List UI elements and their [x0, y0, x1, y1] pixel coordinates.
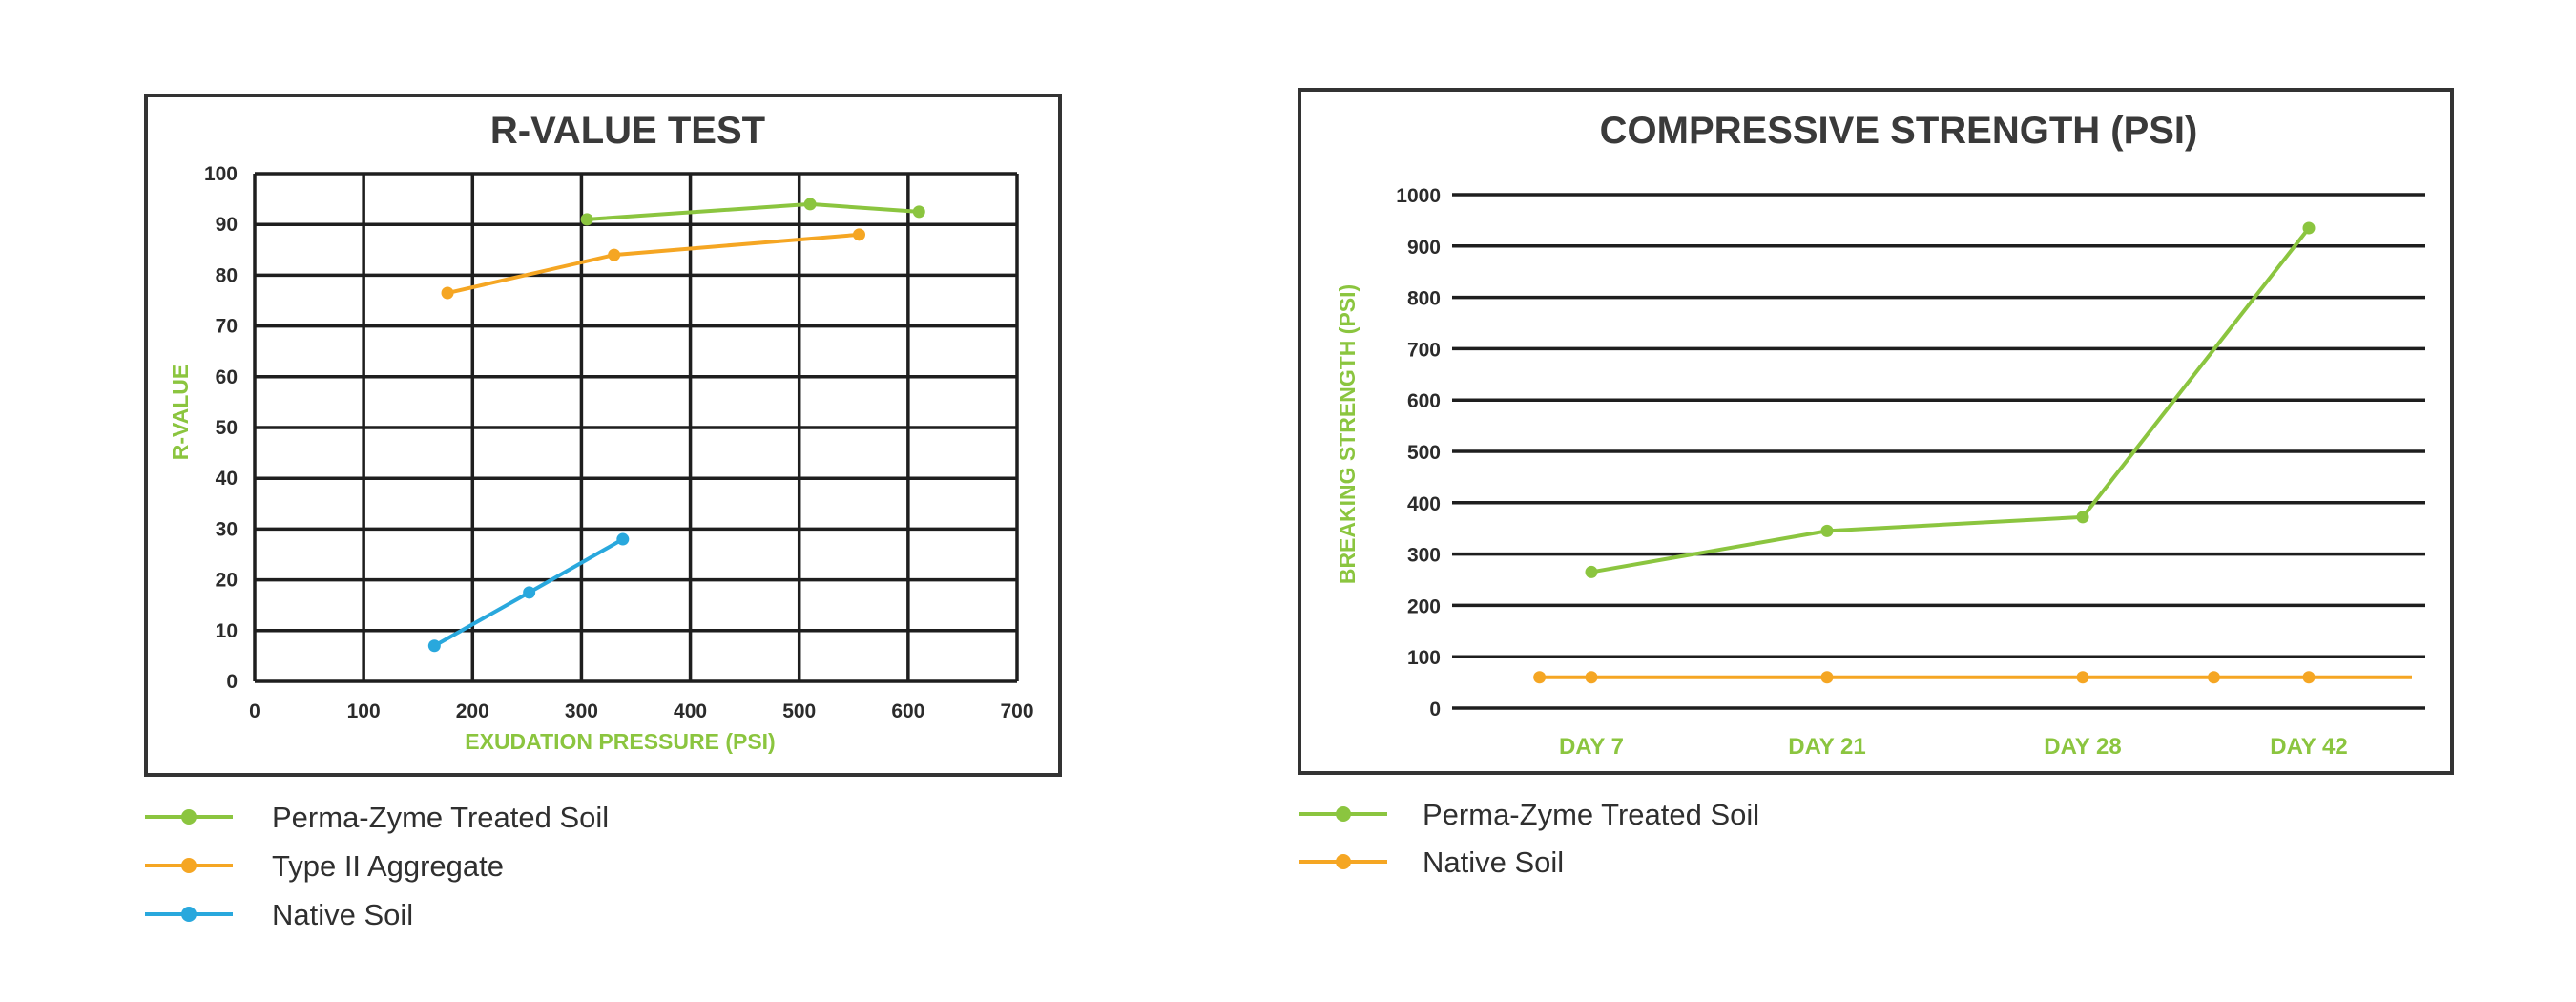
compressive-y-tick-label: 600 — [1407, 390, 1441, 412]
r-value-y-tick-label: 20 — [216, 570, 238, 592]
legend-item-native-soil: Native Soil — [145, 898, 413, 931]
legend-item-perma-zyme-treated-soil: Perma-Zyme Treated Soil — [145, 801, 609, 834]
r-value-chart-frame — [144, 94, 1062, 777]
data-point-type-ii-aggregate — [608, 248, 621, 261]
compressive-category-label: DAY 21 — [1788, 734, 1865, 760]
compressive-x-categories: DAY 7 DAY 21 DAY 28 DAY 42 — [1559, 734, 2348, 760]
compressive-grid — [1452, 193, 2425, 710]
compressive-y-axis-label: BREAKING STRENGTH (PSI) — [1335, 284, 1360, 584]
data-point-native-soil — [523, 586, 536, 599]
compressive-y-ticks: 0 100 200 300 400 500 600 700 800 900 1000 — [1396, 185, 1441, 720]
r-value-y-tick-label: 100 — [204, 163, 238, 185]
data-point-native-soil — [616, 532, 630, 546]
compressive-y-tick-label: 800 — [1407, 288, 1441, 310]
r-value-y-ticks: 0 10 20 30 40 50 60 70 80 90 100 — [204, 163, 238, 693]
r-value-series — [427, 198, 925, 653]
r-value-grid — [253, 172, 1019, 683]
data-point-native-soil — [1820, 671, 1834, 684]
r-value-x-tick-label: 400 — [674, 700, 707, 722]
legend-swatch-marker — [1336, 806, 1351, 822]
data-point-native-soil — [2302, 671, 2316, 684]
r-value-x-tick-label: 0 — [249, 700, 260, 722]
r-value-chart-title: R-VALUE TEST — [490, 110, 765, 152]
data-point-perma-zyme-treated-soil — [2302, 221, 2316, 235]
compressive-y-tick-label: 1000 — [1396, 185, 1441, 207]
compressive-chart-title: COMPRESSIVE STRENGTH (PSI) — [1600, 110, 2198, 152]
compressive-category-label: DAY 42 — [2270, 734, 2347, 760]
compressive-series — [1533, 221, 2412, 684]
data-point-perma-zyme-treated-soil — [803, 198, 817, 211]
r-value-y-tick-label: 90 — [216, 214, 238, 236]
legend-label: Native Soil — [1423, 845, 1564, 879]
data-point-perma-zyme-treated-soil — [580, 213, 593, 226]
data-point-native-soil — [1585, 671, 1598, 684]
data-point-type-ii-aggregate — [441, 286, 454, 300]
legend-item-type-ii-aggregate: Type II Aggregate — [145, 849, 504, 883]
compressive-y-tick-label: 100 — [1407, 647, 1441, 669]
data-point-perma-zyme-treated-soil — [1820, 524, 1834, 537]
data-point-native-soil — [427, 639, 441, 653]
r-value-y-tick-label: 50 — [216, 417, 238, 439]
data-point-perma-zyme-treated-soil — [1585, 565, 1598, 578]
compressive-category-label: DAY 7 — [1559, 734, 1624, 760]
data-point-perma-zyme-treated-soil — [2076, 511, 2089, 524]
compressive-category-label: DAY 28 — [2044, 734, 2121, 760]
compressive-y-tick-label: 400 — [1407, 493, 1441, 515]
compressive-y-tick-label: 0 — [1429, 699, 1441, 720]
legend-label: Native Soil — [272, 898, 413, 931]
r-value-x-ticks: 0 100 200 300 400 500 600 700 — [249, 700, 1033, 722]
r-value-x-tick-label: 200 — [456, 700, 489, 722]
r-value-legend: Perma-Zyme Treated Soil Type II Aggregate… — [145, 801, 609, 931]
r-value-y-tick-label: 70 — [216, 316, 238, 338]
data-point-native-soil — [2076, 671, 2089, 684]
compressive-legend: Perma-Zyme Treated Soil Native Soil — [1299, 798, 1759, 879]
compressive-y-tick-label: 200 — [1407, 595, 1441, 617]
compressive-y-tick-label: 700 — [1407, 339, 1441, 361]
r-value-x-tick-label: 500 — [782, 700, 816, 722]
r-value-y-tick-label: 80 — [216, 264, 238, 286]
legend-item-perma-zyme-treated-soil: Perma-Zyme Treated Soil — [1299, 798, 1759, 831]
r-value-y-tick-label: 30 — [216, 518, 238, 540]
compressive-y-tick-label: 300 — [1407, 545, 1441, 567]
data-point-perma-zyme-treated-soil — [912, 205, 925, 219]
legend-swatch-marker — [181, 858, 197, 873]
r-value-chart: R-VALUE TEST 0 10 20 30 40 50 60 70 80 90 100 0 100… — [144, 94, 1062, 777]
r-value-y-tick-label: 40 — [216, 468, 238, 490]
legend-item-native-soil: Native Soil — [1299, 845, 1564, 879]
data-point-native-soil — [2207, 671, 2220, 684]
r-value-x-axis-label: EXUDATION PRESSURE (PSI) — [465, 729, 775, 754]
legend-label: Type II Aggregate — [272, 849, 504, 883]
data-point-type-ii-aggregate — [852, 228, 865, 241]
r-value-y-tick-label: 10 — [216, 620, 238, 642]
r-value-y-tick-label: 60 — [216, 366, 238, 388]
r-value-x-tick-label: 700 — [1000, 700, 1033, 722]
legend-label: Perma-Zyme Treated Soil — [272, 801, 609, 834]
legend-swatch-marker — [181, 809, 197, 825]
compressive-y-tick-label: 900 — [1407, 237, 1441, 259]
r-value-x-tick-label: 600 — [891, 700, 924, 722]
series-line-perma-zyme-treated-soil — [1590, 226, 2311, 574]
r-value-x-tick-label: 300 — [565, 700, 598, 722]
compressive-chart-frame — [1298, 88, 2454, 775]
legend-label: Perma-Zyme Treated Soil — [1423, 798, 1759, 831]
r-value-x-tick-label: 100 — [347, 700, 381, 722]
legend-swatch-marker — [181, 907, 197, 922]
compressive-y-tick-label: 500 — [1407, 442, 1441, 464]
r-value-y-axis-label: R-VALUE — [168, 365, 193, 461]
r-value-y-tick-label: 0 — [226, 671, 238, 693]
compressive-strength-chart: COMPRESSIVE STRENGTH (PSI) 0 100 200 300 400… — [1298, 88, 2454, 775]
legend-swatch-marker — [1336, 854, 1351, 869]
data-point-native-soil — [1533, 671, 1547, 684]
